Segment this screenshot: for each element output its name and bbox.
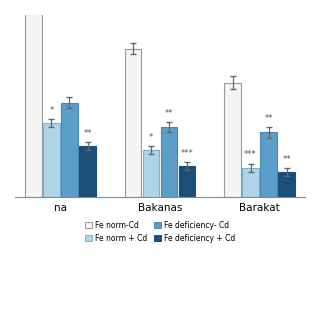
Bar <box>79 146 96 197</box>
Bar <box>260 132 276 197</box>
Text: ***: *** <box>180 149 193 158</box>
Text: *: * <box>49 106 54 115</box>
Bar <box>224 83 241 197</box>
Text: **: ** <box>282 155 291 164</box>
Bar <box>44 123 60 197</box>
Text: *: * <box>149 133 153 142</box>
Text: **: ** <box>264 114 273 123</box>
Bar <box>278 172 295 197</box>
Bar <box>125 49 141 197</box>
Bar <box>161 127 177 197</box>
Bar <box>25 2 42 197</box>
Bar <box>179 166 195 197</box>
Bar <box>143 150 159 197</box>
Text: **: ** <box>165 108 173 118</box>
Bar <box>61 103 77 197</box>
Text: **: ** <box>83 129 92 138</box>
Text: ***: *** <box>244 150 257 159</box>
Legend: Fe norm-Cd, Fe norm + Cd, Fe deficiency- Cd, Fe deficiency + Cd: Fe norm-Cd, Fe norm + Cd, Fe deficiency-… <box>83 219 237 244</box>
Bar <box>243 168 259 197</box>
